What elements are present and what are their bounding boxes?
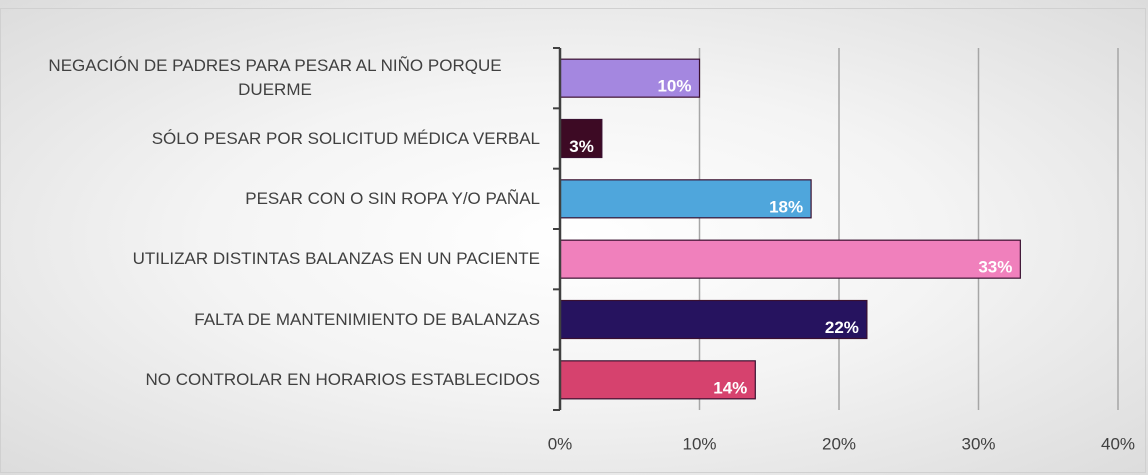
chart-border — [0, 8, 1146, 473]
bar — [559, 239, 1021, 279]
x-tick-label: 40% — [1101, 434, 1135, 453]
category-text: NEGACIÓN DE PADRES PARA PESAR AL NIÑO PO… — [48, 56, 502, 100]
category-text: PESAR CON O SIN ROPA Y/O PAÑAL — [245, 188, 540, 208]
data-label: 18% — [769, 197, 803, 216]
y-tick-label: NO CONTROLAR EN HORARIOS ESTABLECIDOS — [0, 350, 540, 410]
bar — [559, 58, 701, 98]
x-tick-label: 0% — [548, 434, 573, 453]
data-label: 3% — [569, 137, 594, 156]
category-text: UTILIZAR DISTINTAS BALANZAS EN UN PACIEN… — [132, 249, 540, 269]
category-text: FALTA DE MANTENIMIENTO DE BALANZAS — [194, 309, 540, 329]
y-tick-label: FALTA DE MANTENIMIENTO DE BALANZAS — [0, 290, 540, 350]
y-tick-label: PESAR CON O SIN ROPA Y/O PAÑAL — [0, 169, 540, 229]
x-tick-label: 10% — [682, 434, 716, 453]
bar — [559, 299, 868, 340]
data-label: 22% — [825, 318, 859, 337]
data-label: 10% — [657, 77, 691, 96]
data-label: 14% — [713, 378, 747, 397]
y-tick-label: NEGACIÓN DE PADRES PARA PESAR AL NIÑO PO… — [0, 48, 540, 108]
category-text: SÓLO PESAR POR SOLICITUD MÉDICA VERBAL — [151, 128, 540, 148]
category-text: NO CONTROLAR EN HORARIOS ESTABLECIDOS — [145, 369, 540, 389]
x-tick-label: 30% — [961, 434, 995, 453]
y-tick-label: UTILIZAR DISTINTAS BALANZAS EN UN PACIEN… — [0, 229, 540, 289]
data-label: 33% — [978, 258, 1012, 277]
x-tick-label: 20% — [822, 434, 856, 453]
y-tick-label: SÓLO PESAR POR SOLICITUD MÉDICA VERBAL — [0, 109, 540, 169]
